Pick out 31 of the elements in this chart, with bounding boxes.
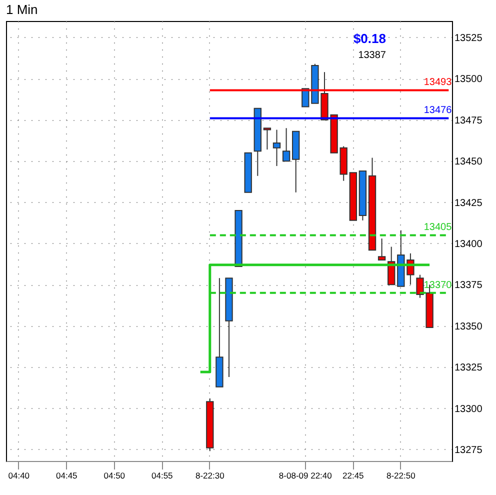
x-tick-label: 8-22:50 bbox=[386, 470, 416, 480]
x-tick-label: 8-22:30 bbox=[195, 470, 225, 480]
x-tick-label: 04:50 bbox=[104, 470, 126, 480]
y-tick-label: 13425 bbox=[454, 198, 483, 209]
y-tick-label: 13400 bbox=[454, 238, 483, 250]
y-tick-label: 13500 bbox=[454, 74, 483, 86]
annotation: 13387 bbox=[358, 50, 386, 61]
annotation: $0.18 bbox=[353, 31, 386, 46]
candlestick bbox=[282, 128, 290, 162]
ref-line-label: 13405 bbox=[424, 222, 452, 234]
ref-line-label: 13493 bbox=[424, 77, 452, 88]
y-tick-label: 13450 bbox=[454, 156, 483, 168]
candlestick bbox=[272, 129, 281, 167]
x-tick-label: 04:40 bbox=[8, 470, 30, 480]
candlestick bbox=[378, 238, 386, 260]
chart-title: 1 Min bbox=[6, 2, 38, 17]
ref-line-label: 13370 bbox=[424, 280, 452, 291]
x-tick-label: 04:45 bbox=[56, 470, 78, 480]
y-tick-label: 13350 bbox=[454, 321, 483, 332]
y-tick-label: 13525 bbox=[454, 32, 483, 44]
y-tick-label: 13375 bbox=[454, 280, 483, 292]
ref-line-label: 13476 bbox=[424, 105, 452, 116]
y-tick-label: 13300 bbox=[454, 404, 483, 415]
candlestick bbox=[302, 88, 310, 108]
candlestick bbox=[263, 128, 272, 150]
x-tick-label: 22:45 bbox=[342, 470, 364, 480]
y-tick-label: 13475 bbox=[454, 115, 483, 126]
y-tick-label: 13325 bbox=[454, 362, 483, 374]
x-tick-label: 04:55 bbox=[152, 470, 174, 480]
y-tick-label: 13275 bbox=[454, 444, 483, 456]
x-tick-label: 8-08-09 22:40 bbox=[278, 470, 332, 480]
